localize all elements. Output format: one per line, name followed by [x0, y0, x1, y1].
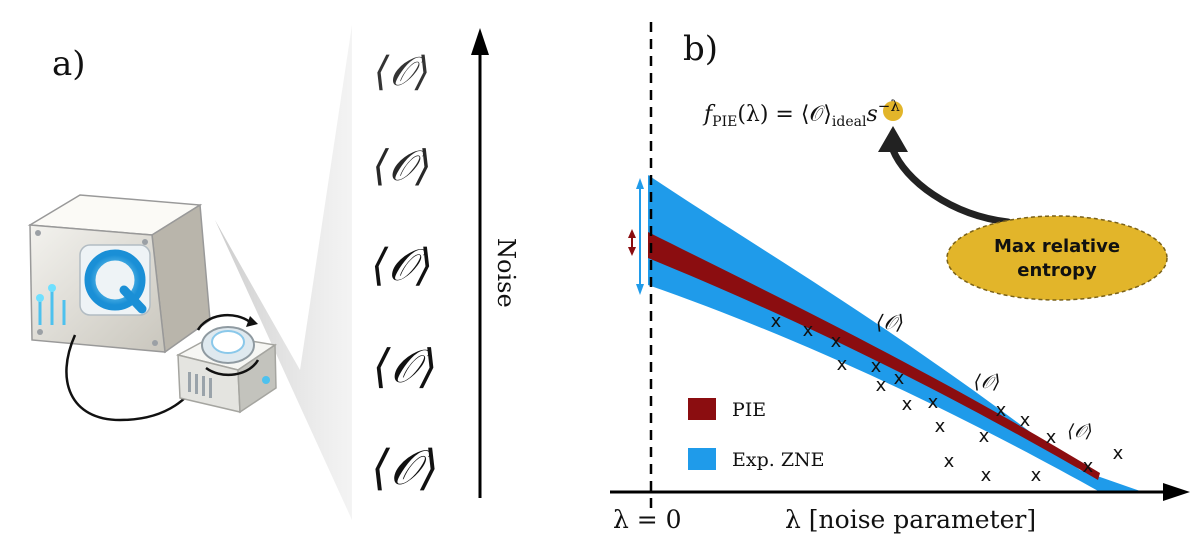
formula-highlight — [883, 101, 903, 121]
svg-text:fPIE(λ) = ⟨𝒪⟩ideals−λ: fPIE(λ) = ⟨𝒪⟩ideals−λ — [702, 97, 900, 130]
pie-formula: fPIE(λ) = ⟨𝒪⟩ideals−λ — [702, 97, 903, 130]
formula-s: s — [866, 102, 877, 127]
measurement-marker: x — [935, 416, 946, 437]
observable-label-3: ⟨𝒪⟩ — [371, 240, 433, 291]
measurement-marker: x — [928, 392, 939, 413]
measurement-marker: x — [837, 354, 848, 375]
entropy-arrow — [889, 146, 1012, 226]
lambda-axis-arrowhead — [1163, 483, 1190, 501]
measurement-marker: x — [771, 311, 782, 332]
measurement-marker: x — [979, 426, 990, 447]
measurement-marker: x — [981, 465, 992, 486]
plot-observable-3: ⟨𝒪⟩ — [1067, 421, 1092, 442]
legend-swatch-zne — [688, 448, 716, 470]
measurement-marker: x — [944, 451, 955, 472]
measurement-markers: x x x x x x x x x x x x x x x x x x x — [771, 311, 1124, 486]
formula-mid: (λ) = ⟨𝒪⟩ — [737, 102, 832, 127]
legend: PIE Exp. ZNE — [688, 398, 825, 471]
noise-axis-label: Noise — [492, 238, 520, 308]
legend-label-pie: PIE — [732, 399, 766, 421]
pie-band — [648, 232, 1100, 480]
plot-observable-2: ⟨𝒪⟩ — [974, 371, 1001, 393]
observable-label-5: ⟨𝒪⟩ — [371, 440, 439, 496]
quantum-device-icon — [27, 194, 211, 354]
observable-label-4: ⟨𝒪⟩ — [373, 339, 438, 393]
lambda-axis-label: λ [noise parameter] — [785, 505, 1036, 534]
measurement-marker: x — [902, 394, 913, 415]
legend-label-zne: Exp. ZNE — [732, 449, 825, 471]
pie-error-arrow — [628, 229, 636, 256]
measurement-marker: x — [1020, 410, 1031, 431]
measurement-marker: x — [803, 320, 814, 341]
measurement-marker: x — [871, 356, 882, 377]
measurement-marker: x — [894, 368, 905, 389]
formula-exp: −λ — [878, 97, 901, 115]
entropy-bubble — [946, 215, 1168, 301]
formula-ideal-sub: ideal — [832, 114, 867, 130]
measurement-marker: x — [831, 331, 842, 352]
observable-label-2: ⟨𝒪⟩ — [372, 141, 431, 190]
entropy-arrowhead — [878, 126, 908, 152]
plot-observable-1: ⟨𝒪⟩ — [876, 310, 904, 334]
noise-knob-icon — [175, 313, 277, 414]
measurement-marker: x — [1113, 443, 1124, 464]
lambda-zero-label: λ = 0 — [613, 505, 682, 534]
observable-label-1: ⟨𝒪⟩ — [374, 49, 430, 95]
panel-a-label: a) — [52, 44, 86, 84]
measurement-marker: x — [1031, 465, 1042, 486]
measurement-marker: x — [1083, 456, 1094, 477]
noise-axis-arrowhead — [471, 28, 489, 55]
legend-swatch-pie — [688, 398, 716, 420]
formula-f-sub: PIE — [712, 114, 737, 130]
zne-error-arrow — [636, 178, 644, 295]
measurement-marker: x — [1046, 427, 1057, 448]
bubble-line-2: entropy — [1017, 260, 1097, 281]
bubble-line-1: Max relative — [994, 236, 1120, 257]
projection-cone — [215, 25, 352, 520]
measurement-marker: x — [996, 400, 1007, 421]
panel-b-label: b) — [683, 29, 718, 69]
measurement-marker: x — [876, 375, 887, 396]
